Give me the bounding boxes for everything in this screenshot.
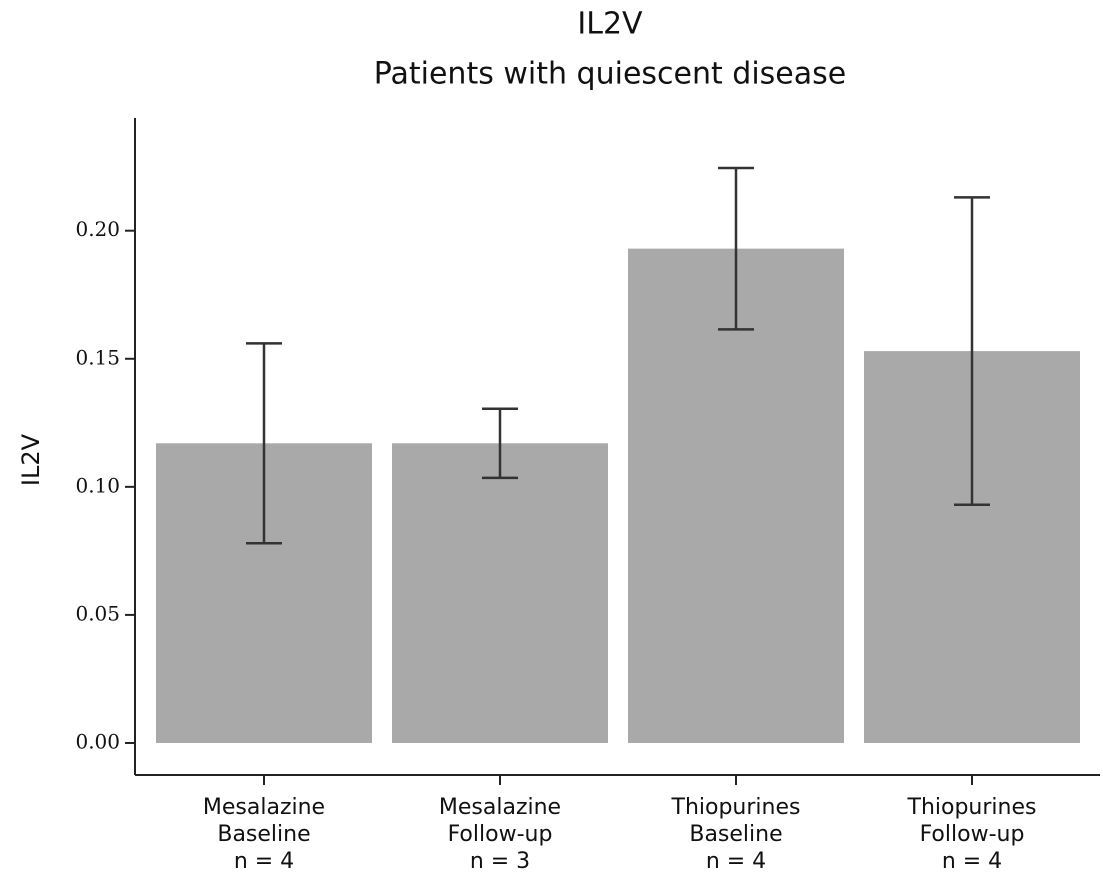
y-tick-label: 0.00 [75, 729, 120, 753]
y-tick-label: 0.10 [75, 473, 120, 497]
x-tick-label: n = 4 [942, 849, 1002, 874]
x-tick-label: Baseline [689, 822, 782, 847]
x-tick-label: n = 3 [470, 849, 530, 874]
x-tick-label: n = 4 [706, 849, 766, 874]
y-axis-label: IL2V [17, 433, 45, 486]
x-tick-label: Baseline [217, 822, 310, 847]
bar [392, 443, 608, 743]
x-tick-label: Follow-up [448, 822, 553, 847]
bar [628, 248, 844, 743]
y-tick-label: 0.20 [75, 217, 120, 241]
x-tick-label: Thiopurines [671, 795, 801, 820]
x-tick-label: Mesalazine [203, 795, 325, 820]
x-tick-label: Mesalazine [439, 795, 561, 820]
x-tick-label: n = 4 [234, 849, 294, 874]
y-tick-label: 0.05 [75, 601, 120, 625]
x-tick-label: Follow-up [920, 822, 1025, 847]
y-tick-label: 0.15 [75, 345, 120, 369]
chart-subtitle: Patients with quiescent disease [374, 57, 847, 92]
chart-title: IL2V [577, 7, 643, 42]
x-tick-label: Thiopurines [907, 795, 1037, 820]
